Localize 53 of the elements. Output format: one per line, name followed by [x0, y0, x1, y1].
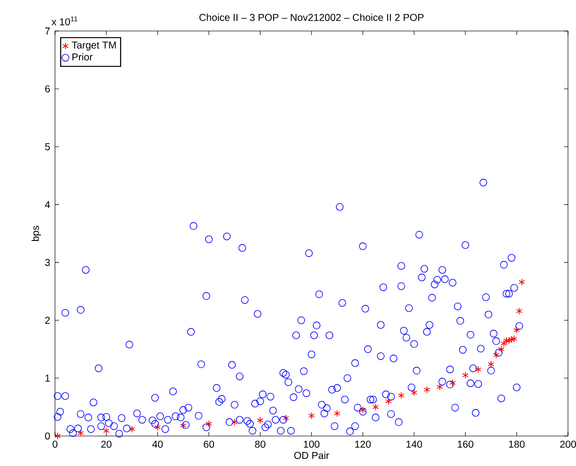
y-tick-label: 1 [45, 374, 50, 382]
x-tick-label: 60 [204, 440, 214, 448]
y-tick-label: 2 [45, 316, 50, 324]
point [334, 410, 340, 418]
point [398, 392, 404, 400]
x-tick-label: 100 [304, 440, 320, 448]
x-tick-label: 20 [101, 440, 112, 448]
point [103, 427, 110, 434]
chart-title: Choice II – 3 POP – Nov212002 – Choice II 2 POP [199, 14, 424, 21]
x-tick-label: 200 [560, 440, 576, 448]
x-axis-title: OD Pair [294, 452, 330, 459]
x-tick-label: 80 [255, 440, 266, 448]
x-tick-label: 160 [458, 440, 474, 448]
legend-label: Prior [72, 53, 93, 61]
x-tick-label: 140 [406, 440, 422, 448]
point [424, 386, 430, 394]
point [154, 424, 161, 431]
y-tick-label: 4 [44, 201, 50, 208]
y-tick-label: 5 [45, 143, 50, 150]
y-tick-label: 6 [45, 85, 50, 92]
x-tick-label: 180 [509, 440, 525, 448]
point [385, 398, 392, 405]
point [282, 414, 290, 422]
point [510, 335, 518, 342]
point [308, 412, 315, 420]
y-tick-label: 0 [45, 432, 50, 440]
y-tick-label: 3 [45, 258, 50, 266]
point [506, 336, 512, 344]
x-tick-label: 0 [52, 440, 58, 448]
point [516, 307, 522, 315]
point [449, 379, 456, 386]
point [493, 351, 500, 359]
y-axis-title: bps [32, 226, 41, 241]
x-tick-label: 40 [152, 440, 163, 448]
point [372, 403, 379, 411]
point [462, 372, 469, 379]
x-tick-label: 120 [355, 440, 371, 448]
point [257, 416, 264, 424]
point [498, 346, 504, 353]
text: x 10$^{11}$ [52, 16, 78, 26]
point [180, 422, 186, 430]
point [488, 360, 494, 368]
point [54, 432, 61, 440]
point [206, 420, 212, 428]
legend-label: Target TM [72, 42, 116, 51]
y-tick-label: 7 [45, 28, 50, 34]
point [410, 388, 418, 396]
point [503, 336, 510, 344]
point [475, 366, 482, 374]
point [436, 383, 443, 390]
point [508, 336, 515, 343]
point [500, 340, 508, 348]
point [518, 278, 525, 286]
